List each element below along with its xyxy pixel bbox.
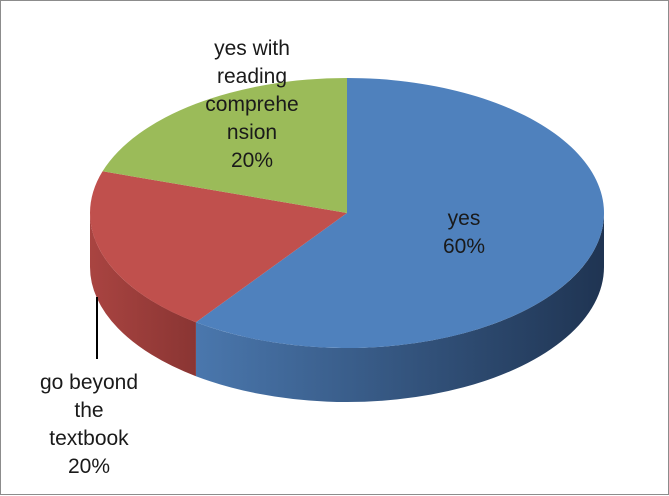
slice-label-reading-line5: 20% — [230, 149, 274, 172]
pie-side-go-beyond-the-textbook — [90, 213, 196, 377]
slice-label-yes-line1: yes — [447, 207, 481, 230]
pie-slice-yes — [195, 78, 605, 349]
slice-label-yes-line2: 60% — [442, 235, 486, 258]
slice-label-yes: yes 60% — [409, 205, 519, 261]
slice-label-go-beyond-line2: the — [74, 399, 104, 422]
pie-slice-yes-with-reading-comprehension — [102, 78, 347, 213]
slice-label-go-beyond-line3: textbook — [49, 427, 129, 450]
slice-label-yes-with-reading-comprehension: yes with reading comprehe nsion 20% — [177, 35, 327, 175]
pie-side-yes — [195, 213, 604, 402]
slice-label-reading-line4: nsion — [226, 121, 278, 144]
slice-label-go-beyond-line1: go beyond — [39, 371, 139, 394]
slice-label-reading-line2: reading — [216, 65, 288, 88]
slice-label-reading-line1: yes with — [214, 37, 290, 60]
pie-slice-go-beyond-the-textbook — [89, 171, 348, 323]
slice-label-go-beyond-line4: 20% — [67, 455, 111, 478]
slice-label-go-beyond-the-textbook: go beyond the textbook 20% — [11, 369, 167, 481]
slice-label-reading-line3: comprehe — [205, 93, 299, 116]
